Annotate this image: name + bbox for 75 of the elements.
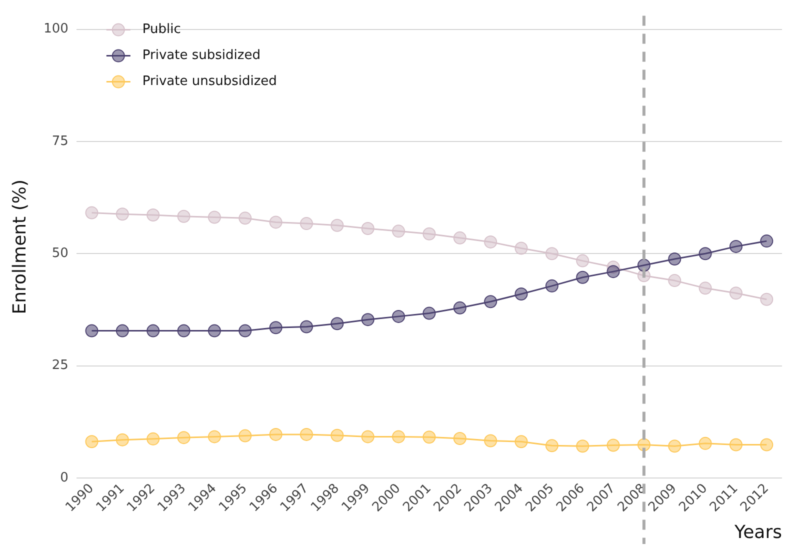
y-tick-label: 50 (52, 246, 68, 261)
legend-label: Public (142, 22, 181, 38)
point (330, 428, 344, 442)
point (361, 222, 374, 235)
point (269, 216, 282, 229)
point (177, 210, 190, 223)
legend-label: Private unsubsidized (142, 74, 277, 90)
point (146, 432, 160, 446)
point (606, 265, 620, 278)
point (668, 440, 682, 453)
point (269, 321, 282, 334)
point (484, 295, 498, 308)
point (422, 430, 436, 444)
point (269, 428, 282, 441)
point (760, 234, 774, 248)
point (514, 242, 528, 255)
point (392, 430, 406, 444)
point (330, 317, 344, 330)
point (514, 288, 528, 301)
point (116, 324, 129, 338)
point (576, 270, 590, 284)
point (208, 210, 221, 224)
y-tick-label: 0 (60, 470, 68, 486)
point (177, 324, 190, 338)
point (300, 320, 313, 334)
point (606, 438, 620, 452)
point (514, 435, 528, 448)
point (760, 292, 774, 306)
point (85, 435, 98, 448)
point (453, 301, 466, 314)
point (208, 430, 221, 444)
point (576, 254, 590, 268)
y-tick-label: 25 (52, 358, 68, 374)
point (422, 227, 436, 240)
point (361, 313, 374, 326)
y-tick-label: 75 (52, 134, 68, 149)
point (300, 217, 313, 230)
point (545, 279, 558, 292)
point (698, 247, 712, 260)
point (361, 430, 374, 444)
point (85, 324, 98, 338)
point (729, 240, 742, 253)
point (116, 208, 129, 221)
point (484, 434, 498, 448)
point (668, 252, 682, 266)
x-axis-title: Years (734, 522, 782, 543)
legend-label: Private subsidized (142, 48, 260, 64)
point (330, 218, 344, 232)
point (300, 428, 313, 441)
point (85, 206, 98, 220)
point (484, 235, 498, 248)
point (238, 212, 252, 225)
point (453, 432, 466, 445)
point (698, 436, 712, 450)
point (729, 438, 742, 452)
point (238, 429, 252, 442)
point (668, 274, 682, 288)
point (392, 224, 406, 238)
point (698, 282, 712, 295)
point (392, 310, 406, 323)
point (146, 324, 160, 338)
point (208, 324, 221, 338)
point (545, 247, 558, 260)
point (177, 431, 190, 444)
y-tick-label: 100 (44, 22, 68, 37)
point (576, 440, 590, 453)
point (453, 231, 466, 244)
point (729, 286, 742, 300)
point (146, 208, 160, 222)
point (422, 306, 436, 320)
point (238, 324, 252, 338)
point (116, 433, 129, 446)
point (760, 438, 774, 452)
point (545, 439, 558, 452)
y-axis-title: Enrollment (%) (9, 180, 30, 314)
